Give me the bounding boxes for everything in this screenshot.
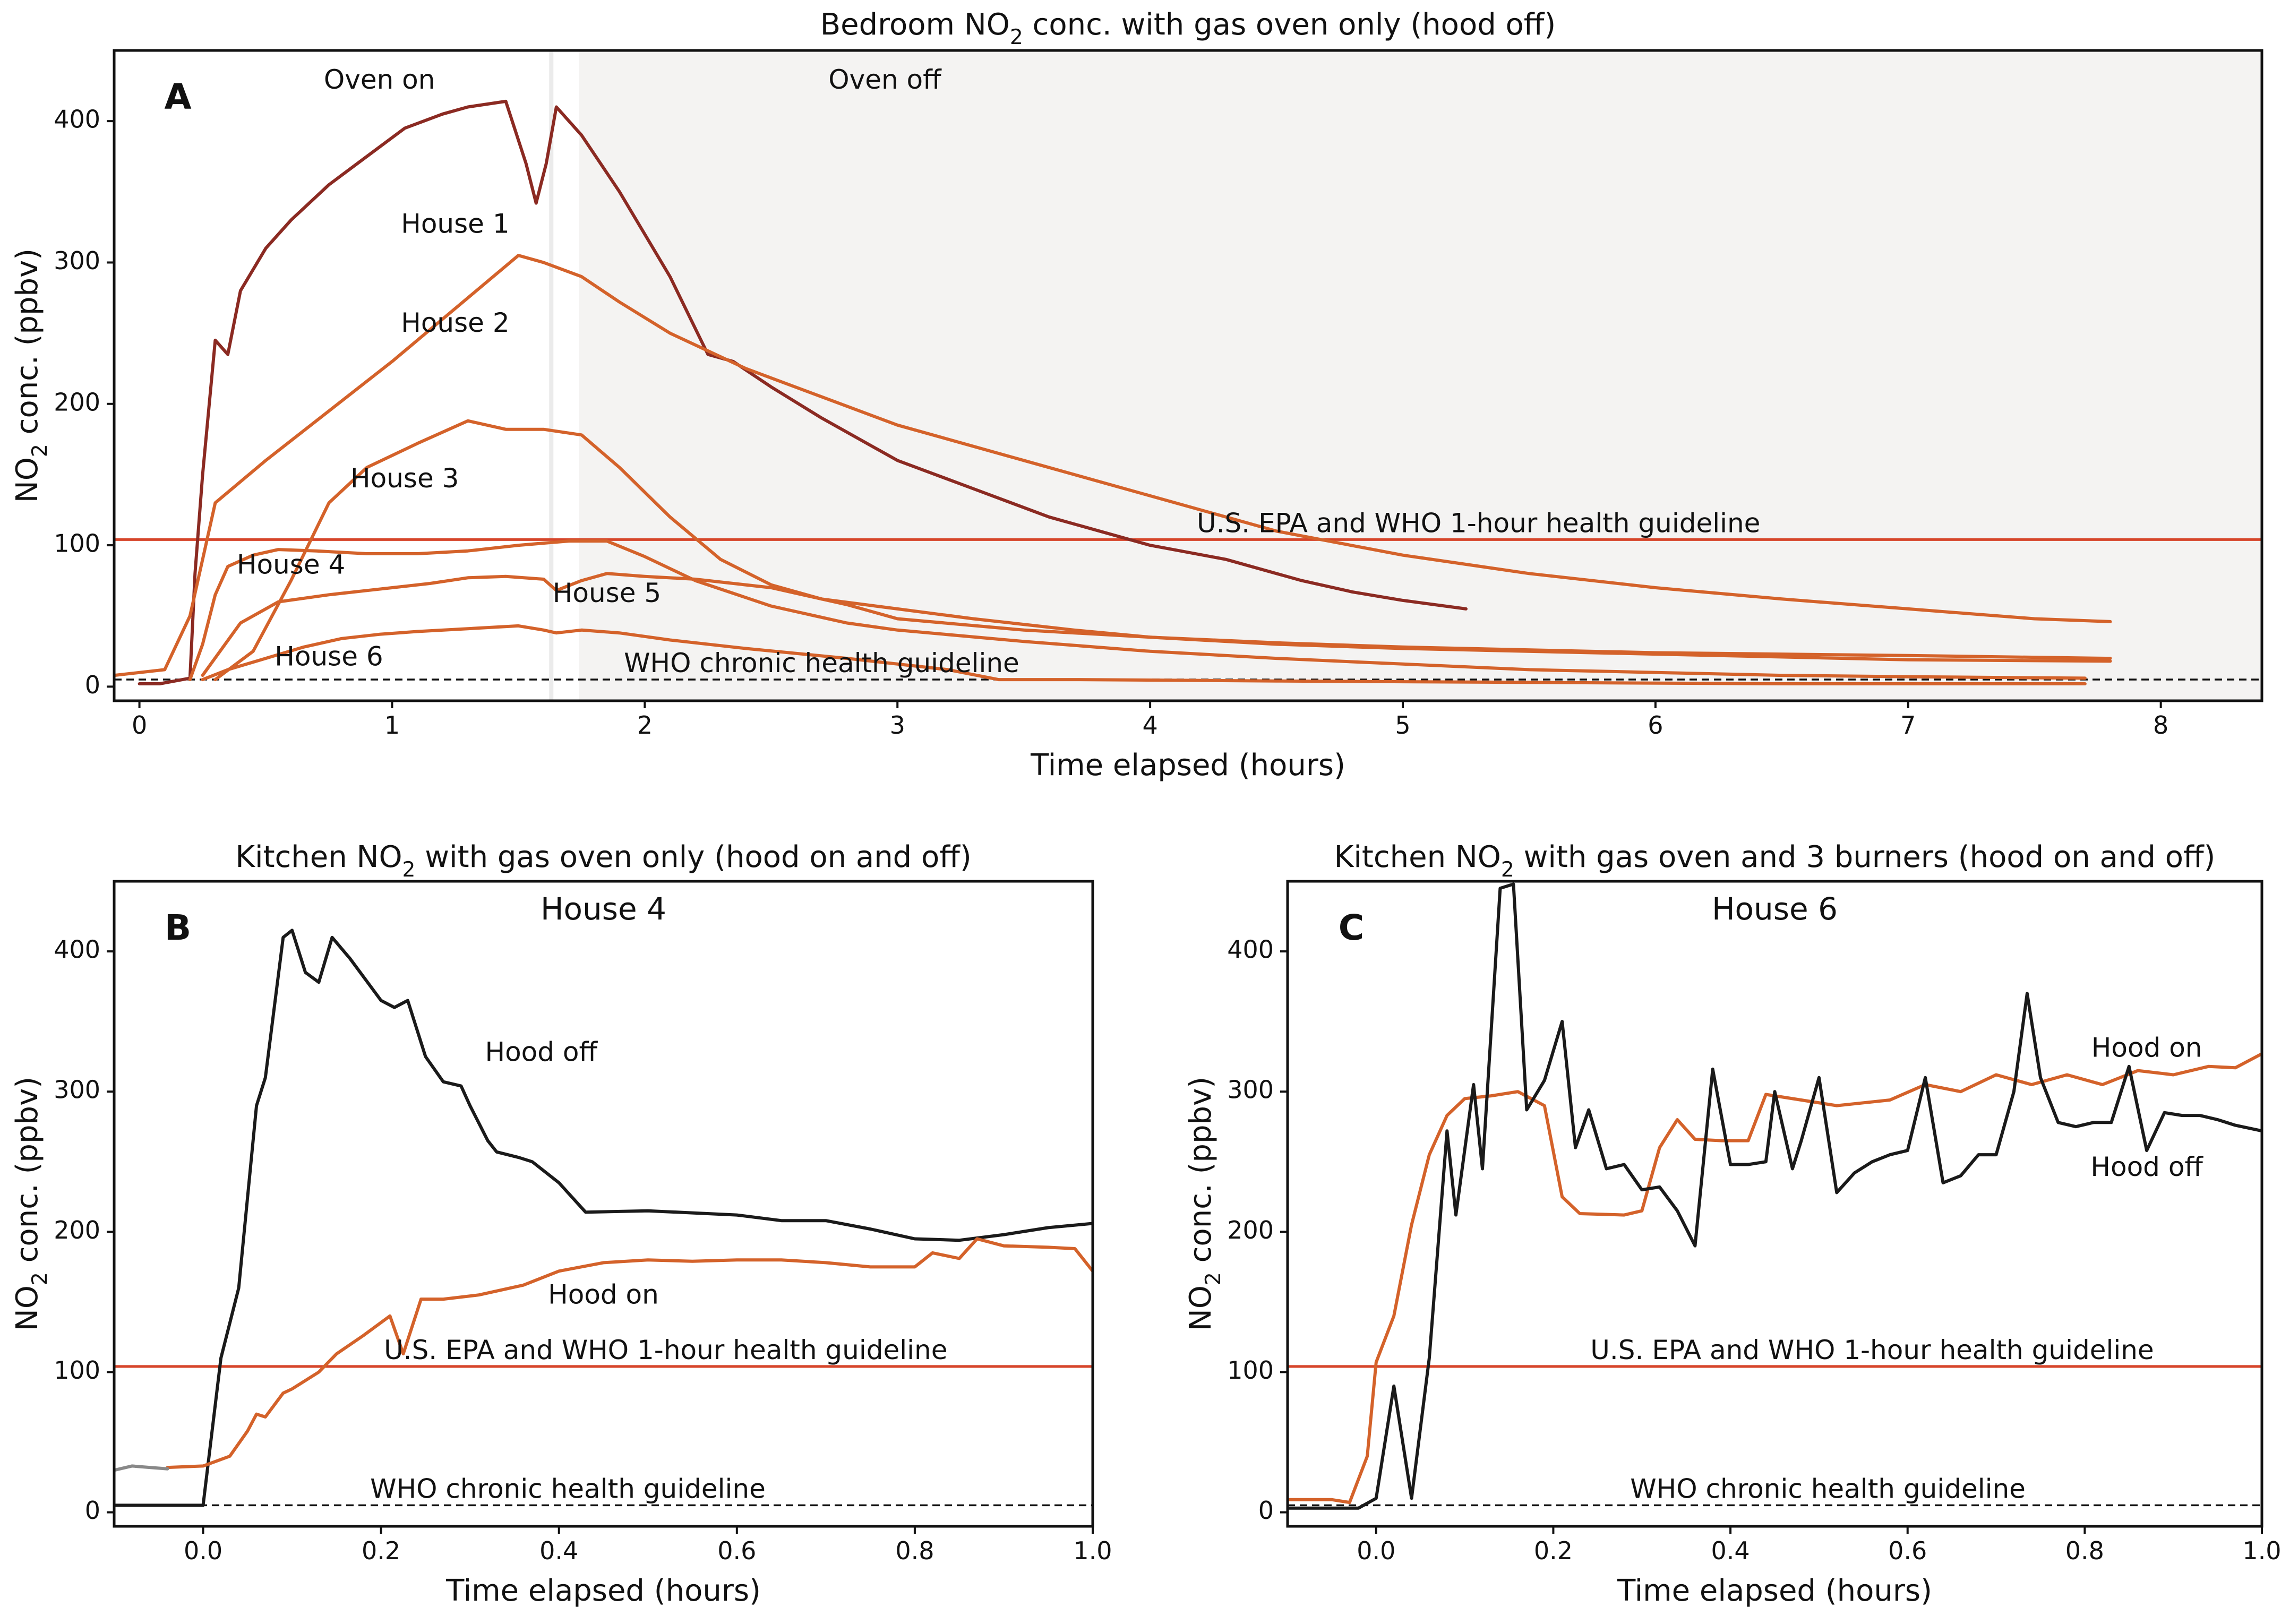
x-axis-label: Time elapsed (hours): [1617, 1574, 1932, 1608]
guideline-label: WHO chronic health guideline: [370, 1473, 766, 1504]
y-axis-label: NO2 conc. (ppbv): [10, 1077, 52, 1331]
panel-letter: B: [165, 907, 191, 948]
x-tick-label: 1: [384, 711, 400, 740]
x-tick-label: 0.6: [717, 1536, 756, 1565]
x-tick-label: 0: [132, 711, 147, 740]
y-tick-label: 400: [1227, 935, 1274, 964]
x-tick-label: 0.2: [1534, 1536, 1573, 1565]
plot-area: [114, 929, 1093, 1507]
x-tick-label: 0.2: [362, 1536, 400, 1565]
oven-off-shaded-region: [579, 50, 2262, 701]
y-tick-label: 200: [54, 388, 100, 416]
panel-b-chart: Kitchen NO2 with gas oven only (hood on …: [10, 840, 1112, 1608]
axes-frame: [1286, 880, 2263, 1528]
y-axis-label: NO2 conc. (ppbv): [10, 248, 52, 503]
series-label: House 3: [350, 463, 459, 494]
series-line-house-2: [114, 254, 2112, 677]
y-axis-label: NO2 conc. (ppbv): [1184, 1077, 1225, 1331]
y-tick-label: 100: [54, 1356, 100, 1385]
axes-frame: [113, 880, 1094, 1528]
series-line-hood-on: [166, 1237, 1093, 1470]
region-label: Oven on: [324, 64, 435, 95]
series-line-hood-off: [114, 929, 1093, 1507]
series-label: Hood on: [548, 1279, 659, 1310]
y-tick-label: 0: [1258, 1496, 1274, 1525]
series-line-house-1: [138, 99, 1468, 685]
guideline-label: WHO chronic health guideline: [624, 648, 1019, 678]
y-tick-label: 200: [54, 1216, 100, 1244]
series-line-pre-period: [114, 1464, 169, 1472]
y-tick-label: 100: [1227, 1356, 1274, 1385]
guideline-label: U.S. EPA and WHO 1-hour health guideline: [384, 1335, 947, 1365]
series-label: House 6: [275, 641, 383, 672]
x-axis-label: Time elapsed (hours): [445, 1574, 761, 1608]
series-label: House 4: [237, 549, 345, 580]
series-label: House 1: [401, 209, 509, 239]
plot-area: [1288, 882, 2262, 1510]
region-label: Oven off: [828, 64, 942, 95]
x-tick-label: 8: [2153, 711, 2168, 740]
y-tick-label: 300: [54, 1076, 100, 1104]
panel-subtitle: House 4: [541, 891, 666, 927]
series-line-hood-on: [1288, 1052, 2262, 1505]
panel-letter: A: [164, 76, 191, 117]
series-label: Hood off: [485, 1036, 598, 1067]
guideline-label: U.S. EPA and WHO 1-hour health guideline: [1590, 1335, 2154, 1365]
chart-title: Bedroom NO2 conc. with gas oven only (ho…: [820, 7, 1556, 49]
x-tick-label: 0.8: [895, 1536, 934, 1565]
x-tick-label: 0.0: [1357, 1536, 1395, 1565]
x-tick-label: 1.0: [1073, 1536, 1112, 1565]
y-tick-label: 400: [54, 935, 100, 964]
y-tick-label: 200: [1227, 1216, 1274, 1244]
series-label: Hood off: [2090, 1152, 2203, 1182]
series-label: House 2: [401, 307, 509, 338]
x-tick-label: 2: [637, 711, 653, 740]
y-tick-label: 400: [54, 105, 100, 134]
x-tick-label: 4: [1142, 711, 1157, 740]
x-tick-label: 1.0: [2242, 1536, 2281, 1565]
series-line-house-6: [201, 624, 2087, 685]
x-tick-label: 0.8: [2065, 1536, 2104, 1565]
panel-a-chart: Bedroom NO2 conc. with gas oven only (ho…: [10, 7, 2263, 783]
y-tick-label: 0: [85, 671, 100, 699]
panel-letter: C: [1339, 907, 1364, 948]
series-label: Hood on: [2091, 1032, 2202, 1063]
x-tick-label: 0.6: [1888, 1536, 1927, 1565]
guideline-label: U.S. EPA and WHO 1-hour health guideline: [1197, 508, 1760, 538]
x-axis-label: Time elapsed (hours): [1030, 748, 1345, 783]
x-tick-label: 0.4: [539, 1536, 578, 1565]
guideline-label: WHO chronic health guideline: [1630, 1473, 2026, 1504]
chart-title: Kitchen NO2 with gas oven and 3 burners …: [1334, 840, 2216, 882]
axes-frame: [113, 49, 2263, 702]
series-label: House 5: [553, 578, 661, 608]
plot-area: [114, 50, 2262, 701]
x-tick-label: 7: [1900, 711, 1916, 740]
series-line-house-5: [201, 572, 2112, 677]
x-tick-label: 0.4: [1711, 1536, 1750, 1565]
x-tick-label: 6: [1648, 711, 1663, 740]
series-line-hood-off: [1288, 882, 2262, 1510]
x-tick-label: 0.0: [184, 1536, 222, 1565]
panel-subtitle: House 6: [1712, 891, 1838, 927]
x-tick-label: 5: [1395, 711, 1410, 740]
panel-c-chart: Kitchen NO2 with gas oven and 3 burners …: [1184, 840, 2281, 1608]
series-line-house-4: [188, 539, 2087, 682]
y-tick-label: 0: [85, 1496, 100, 1525]
y-tick-label: 300: [1227, 1076, 1274, 1104]
y-tick-label: 100: [54, 529, 100, 558]
y-tick-label: 300: [54, 246, 100, 275]
chart-title: Kitchen NO2 with gas oven only (hood on …: [235, 840, 971, 882]
x-tick-label: 3: [890, 711, 905, 740]
